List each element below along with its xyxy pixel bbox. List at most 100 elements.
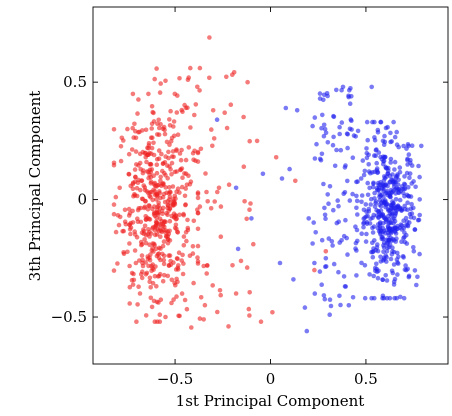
data-point [416,163,421,169]
data-point [406,143,411,149]
data-point [142,223,148,229]
data-point [321,133,327,139]
data-point [354,193,359,199]
x-tick-label: −0.5 [157,370,193,388]
data-point [150,245,155,251]
data-point [192,112,197,118]
data-point [334,87,339,93]
data-point [182,193,188,199]
data-point [388,194,393,200]
data-point [166,231,172,237]
data-point [168,167,173,172]
data-point [143,272,149,277]
data-point [190,150,196,156]
data-point [146,145,151,151]
data-point [384,166,390,171]
data-point [317,96,323,101]
data-point [161,261,167,267]
data-point [148,181,154,186]
data-point [195,190,201,195]
x-axis-label: 1st Principal Component [176,392,365,410]
data-point [393,174,399,179]
series-0-points [111,35,329,330]
data-point [201,263,206,269]
data-point [378,193,384,199]
data-point [331,134,336,140]
data-point [411,249,417,254]
data-point [142,187,148,193]
data-point [337,124,342,130]
data-point [146,152,151,157]
data-point [171,297,176,302]
data-point [130,208,135,214]
data-point [149,126,154,131]
data-point [139,196,145,202]
data-point [209,127,214,132]
data-point [378,228,383,233]
data-point [113,194,119,200]
data-point [347,198,353,203]
data-point [222,110,227,115]
data-point [183,202,188,208]
data-point [149,145,155,151]
data-point [130,186,136,192]
data-point [122,207,128,213]
data-point [247,207,252,212]
data-point [302,305,308,310]
data-point [364,146,369,151]
data-point [183,229,189,235]
data-point [147,279,152,285]
data-point [403,263,408,268]
data-point [177,190,182,195]
data-point [148,161,153,167]
data-point [195,210,201,216]
data-point [142,204,148,210]
data-point [174,216,179,221]
data-point [126,206,132,212]
data-point [312,267,317,273]
data-point [133,260,139,266]
data-point [168,258,173,264]
data-point [381,142,387,147]
data-point [147,275,153,281]
data-point [368,196,374,202]
data-point [162,131,168,137]
data-point [401,295,407,301]
data-point [111,127,117,132]
data-point [176,313,181,319]
data-point [157,125,162,131]
data-point [126,151,132,157]
data-point [162,127,167,133]
data-point [157,189,162,194]
data-point [133,135,139,141]
data-point [185,105,190,110]
data-point [287,166,292,172]
data-point [419,143,424,149]
data-point [350,295,356,300]
data-point [188,65,193,71]
data-point [157,216,163,222]
data-point [412,268,418,273]
data-point [387,173,393,179]
data-point [151,298,157,304]
data-point [353,224,358,229]
data-point [337,240,343,245]
data-point [182,297,188,303]
data-point [156,148,162,153]
data-point [396,190,401,195]
data-point [160,278,166,284]
data-point [188,125,193,130]
data-point [317,91,323,96]
data-point [153,246,159,252]
data-point [378,259,384,264]
data-point [216,185,222,191]
data-point [392,179,398,185]
data-point [172,225,178,231]
data-point [245,79,250,85]
data-point [353,240,359,246]
data-point [283,105,289,111]
data-point [156,156,162,161]
data-point [118,158,124,164]
data-point [171,119,177,124]
data-point [369,84,375,90]
